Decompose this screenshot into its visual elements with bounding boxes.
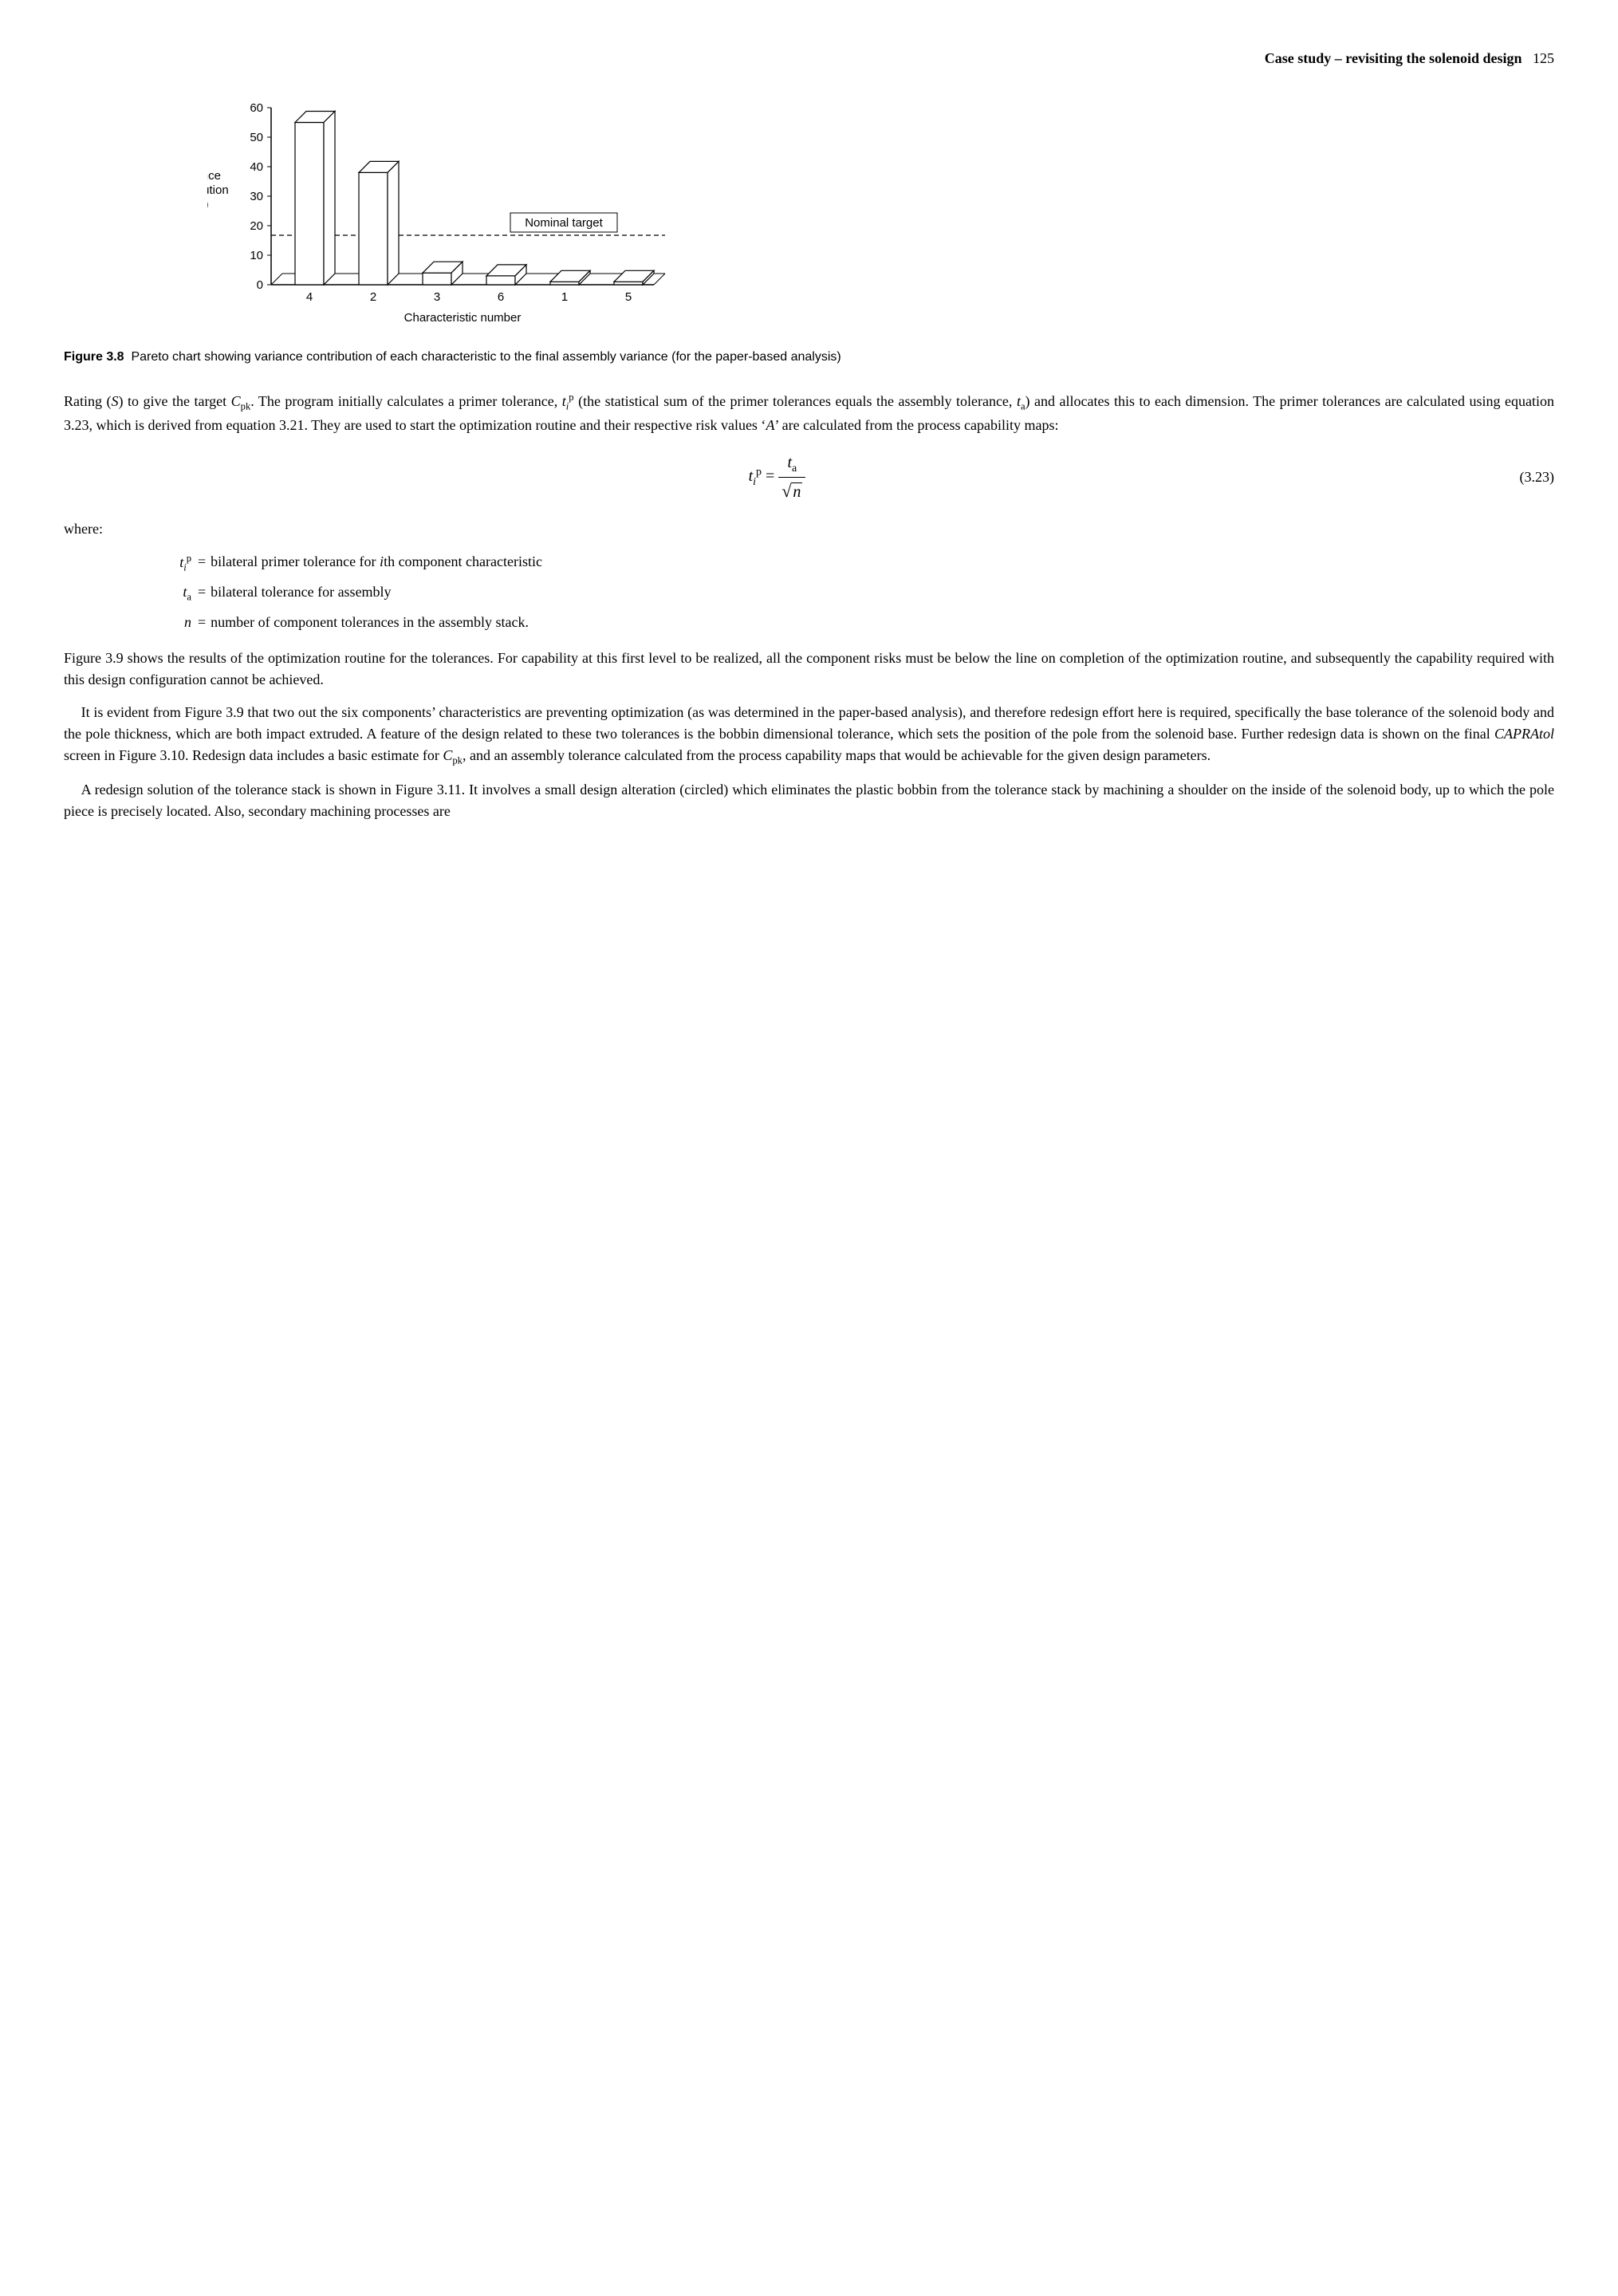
- x-axis-label: Characteristic number: [404, 311, 522, 325]
- equation-3-23: tip = ta √n (3.23): [64, 451, 1554, 504]
- ytick-0: 0: [257, 278, 263, 292]
- bar-2: [359, 161, 399, 285]
- ytick-5: 50: [250, 131, 263, 144]
- y-ticks: 0 10 20 30 40 50 60: [250, 101, 271, 292]
- bar-3: [423, 262, 463, 285]
- ytick-3: 30: [250, 190, 263, 203]
- figure-caption: Figure 3.8 Pareto chart showing variance…: [64, 349, 1554, 366]
- target-label: Nominal target: [525, 216, 603, 230]
- ytick-2: 20: [250, 219, 263, 233]
- page-number: 125: [1533, 50, 1554, 66]
- y-axis-label: Variance contribution (%): [207, 169, 232, 211]
- definition-1: tip = bilateral primer tolerance for ith…: [159, 551, 1554, 575]
- ytick-6: 60: [250, 101, 263, 115]
- chart-svg: Variance contribution (%) 0 10 20 30 40 …: [207, 93, 750, 333]
- xtick-0: 4: [306, 290, 313, 304]
- xtick-4: 1: [561, 290, 568, 304]
- ytick-1: 10: [250, 249, 263, 262]
- x-ticks: 4 2 3 6 1 5: [306, 290, 632, 304]
- ytick-4: 40: [250, 160, 263, 174]
- header-title: Case study – revisiting the solenoid des…: [1265, 50, 1522, 66]
- xtick-5: 5: [625, 290, 632, 304]
- bar-1: [295, 112, 335, 286]
- bar-4: [486, 265, 526, 285]
- definition-2: ta = bilateral tolerance for assembly: [159, 581, 1554, 605]
- xtick-2: 3: [434, 290, 440, 304]
- equation-number: (3.23): [1490, 467, 1554, 488]
- floor-diag-right: [654, 274, 665, 285]
- xtick-3: 6: [498, 290, 504, 304]
- equation-content: tip = ta √n: [64, 451, 1490, 504]
- definitions-list: tip = bilateral primer tolerance for ith…: [159, 551, 1554, 633]
- where-label: where:: [64, 518, 1554, 540]
- paragraph-3: It is evident from Figure 3.9 that two o…: [64, 702, 1554, 768]
- page-header: Case study – revisiting the solenoid des…: [64, 48, 1554, 69]
- figure-caption-text: Pareto chart showing variance contributi…: [131, 350, 840, 364]
- paragraph-2: Figure 3.9 shows the results of the opti…: [64, 648, 1554, 691]
- floor-diag-left: [271, 274, 282, 285]
- definition-3: n = number of component tolerances in th…: [159, 612, 1554, 633]
- paragraph-4: A redesign solution of the tolerance sta…: [64, 779, 1554, 822]
- xtick-1: 2: [370, 290, 376, 304]
- pareto-chart: Variance contribution (%) 0 10 20 30 40 …: [207, 93, 750, 333]
- bar-5: [550, 270, 590, 285]
- paragraph-1: Rating (S) to give the target Cpk. The p…: [64, 390, 1554, 435]
- figure-label: Figure 3.8: [64, 350, 124, 364]
- bar-6: [614, 270, 654, 285]
